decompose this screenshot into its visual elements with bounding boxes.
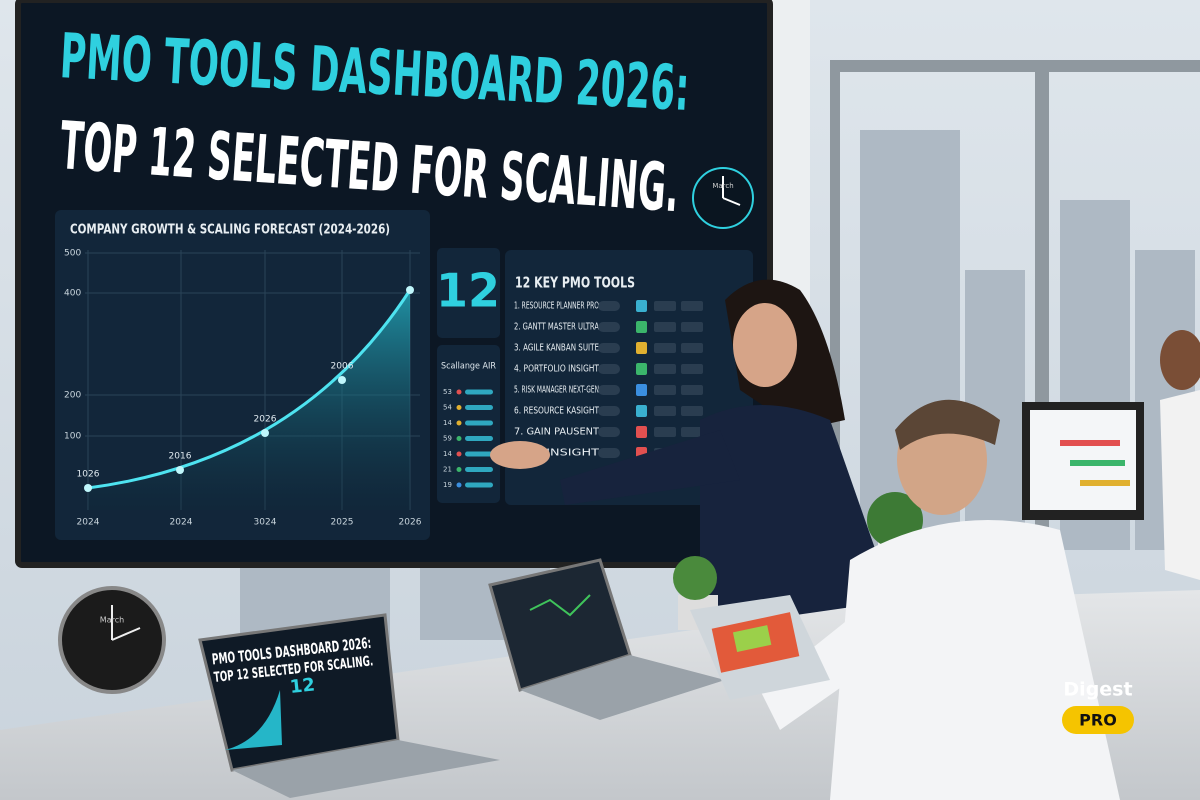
side-row-value: 19 (443, 481, 452, 489)
side-row-value: 53 (443, 388, 452, 396)
count-panel (437, 248, 500, 338)
tool-tag (598, 322, 620, 332)
tool-icon (636, 405, 647, 417)
tool-chip (681, 322, 703, 332)
y-label: 200 (64, 391, 81, 401)
chart-point (338, 376, 346, 384)
tool-tag (598, 448, 620, 458)
badge-brand: Digest (1063, 679, 1132, 701)
tool-chip (681, 364, 703, 374)
y-label: 400 (64, 289, 81, 299)
side-row-bar (465, 482, 493, 488)
point-label: 2026 (254, 415, 277, 425)
tool-icon (636, 363, 647, 375)
tool-chip (681, 406, 703, 416)
tool-name: 1. RESOURCE PLANNER PRO (514, 301, 599, 312)
point-label: 2006 (331, 362, 354, 372)
side-row-value: 21 (443, 466, 452, 474)
side-row-dot (456, 436, 462, 441)
tool-icon (636, 300, 647, 312)
chart-point (261, 429, 269, 437)
point-label: 2016 (169, 452, 192, 462)
colleague-right (1160, 330, 1200, 580)
side-row-value: 59 (443, 435, 452, 443)
side-row-dot (456, 482, 462, 488)
chart-dots (84, 286, 414, 492)
tool-name: ...BY INSIGHT (514, 448, 599, 459)
point-label: 1026 (77, 470, 100, 480)
chart-point (176, 466, 184, 474)
x-label: 2024 (77, 518, 100, 528)
tool-tag (598, 301, 620, 311)
side-row-bar (465, 389, 493, 395)
tool-tag (598, 406, 620, 416)
tool-chip (654, 343, 676, 353)
tool-icon (636, 321, 647, 333)
side-row-dot (456, 420, 462, 426)
tool-chip (681, 385, 703, 395)
tool-chip (654, 364, 676, 374)
tool-chip (681, 301, 703, 311)
tool-chip (654, 427, 676, 437)
tool-chip (654, 385, 676, 395)
tool-name: 6. RESOURCE KASIGHT (514, 406, 599, 417)
side-row-bar (465, 467, 493, 472)
chart-point (84, 484, 92, 492)
chart-point (406, 286, 414, 294)
tool-tag (598, 364, 620, 374)
tool-chip (681, 427, 703, 437)
tool-icon (636, 342, 647, 354)
tool-name: 2. GANTT MASTER ULTRA (514, 322, 599, 333)
laptop-middle (488, 558, 725, 720)
x-label: 2026 (399, 518, 422, 528)
laptop-count: 12 (289, 674, 316, 698)
chart-title: COMPANY GROWTH & SCALING FORECAST (2024-… (70, 223, 390, 238)
wall-clock-screen: March (692, 167, 754, 229)
tool-chip (654, 301, 676, 311)
tool-name: 5. RISK MANAGER NEXT-GEN (514, 385, 599, 396)
tool-tag (598, 343, 620, 353)
side-row-dot (456, 389, 462, 395)
badge-tier: PRO (1079, 711, 1117, 730)
tool-name: 7. GAIN PAUSENT (514, 427, 599, 438)
chart-curve (87, 289, 412, 490)
tool-tag (598, 385, 620, 395)
side-row-value: 54 (443, 404, 452, 412)
side-row-bar (465, 405, 493, 410)
wall-clock: March (58, 586, 166, 694)
laptop-left: PMO TOOLS DASHBOARD 2026: TOP 12 SELECTE… (198, 613, 500, 798)
count-number: 12 (436, 264, 500, 318)
tool-chip (681, 343, 703, 353)
side-panel-title: Scallange AIR (441, 362, 496, 372)
x-label: 2024 (170, 518, 193, 528)
tool-tag (598, 427, 620, 437)
side-row-dot (456, 405, 462, 410)
side-row-dot (456, 467, 462, 472)
y-label: 100 (64, 432, 81, 442)
man-seated (690, 399, 1120, 800)
clock-label: March (712, 182, 733, 190)
side-row-bar (465, 436, 493, 441)
tool-icon (636, 384, 647, 396)
x-label: 2025 (331, 518, 354, 528)
side-row-bar (465, 420, 493, 426)
x-label: 3024 (254, 518, 277, 528)
tool-name: 3. AGILE KANBAN SUITE (514, 343, 599, 354)
badge-pill (1062, 706, 1134, 734)
side-row-bar (465, 451, 493, 457)
wall-clock-label: March (100, 616, 124, 625)
tool-list-title: 12 KEY PMO TOOLS (515, 274, 635, 292)
tool-chip (654, 322, 676, 332)
tool-chip (654, 406, 676, 416)
monitor (1022, 402, 1144, 520)
side-row-dot (456, 451, 462, 457)
side-row-value: 14 (443, 419, 452, 427)
chart-area (88, 290, 410, 510)
tool-icon (636, 426, 647, 438)
tool-name: 4. PORTFOLIO INSIGHT (514, 364, 599, 375)
y-label: 500 (64, 249, 81, 259)
side-row-value: 14 (443, 450, 452, 458)
